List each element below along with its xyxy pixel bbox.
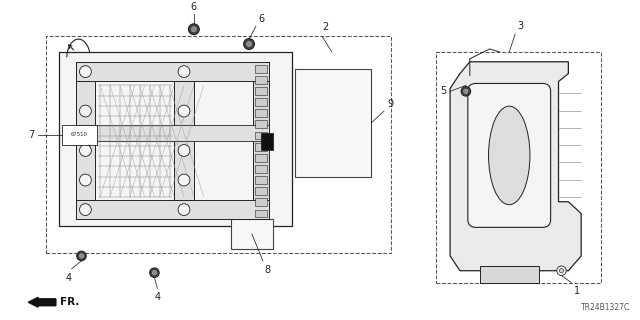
Circle shape [244, 39, 255, 50]
Polygon shape [76, 125, 269, 140]
Polygon shape [296, 69, 371, 177]
Circle shape [557, 266, 566, 276]
Polygon shape [255, 210, 267, 218]
Ellipse shape [488, 106, 530, 205]
FancyArrow shape [28, 297, 56, 307]
Polygon shape [450, 62, 581, 271]
Polygon shape [255, 176, 267, 184]
Text: 2: 2 [322, 22, 328, 32]
Polygon shape [255, 109, 267, 117]
FancyBboxPatch shape [468, 84, 550, 227]
Circle shape [559, 268, 564, 273]
Polygon shape [76, 200, 269, 220]
Circle shape [461, 87, 470, 96]
Polygon shape [255, 76, 267, 84]
Polygon shape [255, 132, 267, 140]
Text: 5: 5 [440, 86, 446, 96]
Circle shape [178, 145, 190, 156]
Polygon shape [479, 266, 539, 283]
Text: FR.: FR. [60, 297, 79, 307]
Circle shape [79, 204, 92, 216]
Text: 9: 9 [387, 99, 393, 109]
Circle shape [191, 27, 196, 32]
Circle shape [178, 66, 190, 77]
Polygon shape [62, 125, 97, 145]
Circle shape [79, 254, 84, 258]
Circle shape [178, 174, 190, 186]
Text: 1: 1 [574, 285, 580, 295]
Text: 4: 4 [154, 292, 161, 302]
Polygon shape [253, 62, 269, 220]
Circle shape [150, 268, 159, 277]
Text: TR24B1327C: TR24B1327C [581, 303, 630, 312]
Polygon shape [255, 198, 267, 206]
Polygon shape [255, 165, 267, 173]
Polygon shape [76, 62, 269, 82]
Polygon shape [231, 220, 273, 249]
Polygon shape [255, 120, 267, 128]
Circle shape [79, 66, 92, 77]
Circle shape [464, 89, 468, 93]
Polygon shape [174, 62, 194, 220]
Polygon shape [255, 98, 267, 106]
Text: 3: 3 [517, 21, 524, 31]
Text: 67510: 67510 [71, 132, 88, 137]
Circle shape [79, 105, 92, 117]
Text: 8: 8 [265, 265, 271, 275]
Circle shape [77, 251, 86, 261]
Polygon shape [59, 52, 292, 226]
Polygon shape [255, 187, 267, 195]
Circle shape [246, 42, 252, 46]
Polygon shape [76, 62, 95, 220]
Text: 7: 7 [28, 130, 34, 140]
Circle shape [178, 204, 190, 216]
Circle shape [79, 174, 92, 186]
Text: 6: 6 [258, 14, 264, 24]
Text: 4: 4 [66, 273, 72, 283]
Polygon shape [255, 87, 267, 95]
Text: 6: 6 [191, 2, 197, 12]
Polygon shape [255, 154, 267, 162]
Polygon shape [255, 143, 267, 151]
Circle shape [188, 24, 199, 35]
Circle shape [152, 271, 157, 275]
Polygon shape [255, 65, 267, 73]
Circle shape [79, 145, 92, 156]
Circle shape [178, 105, 190, 117]
Polygon shape [261, 133, 273, 150]
